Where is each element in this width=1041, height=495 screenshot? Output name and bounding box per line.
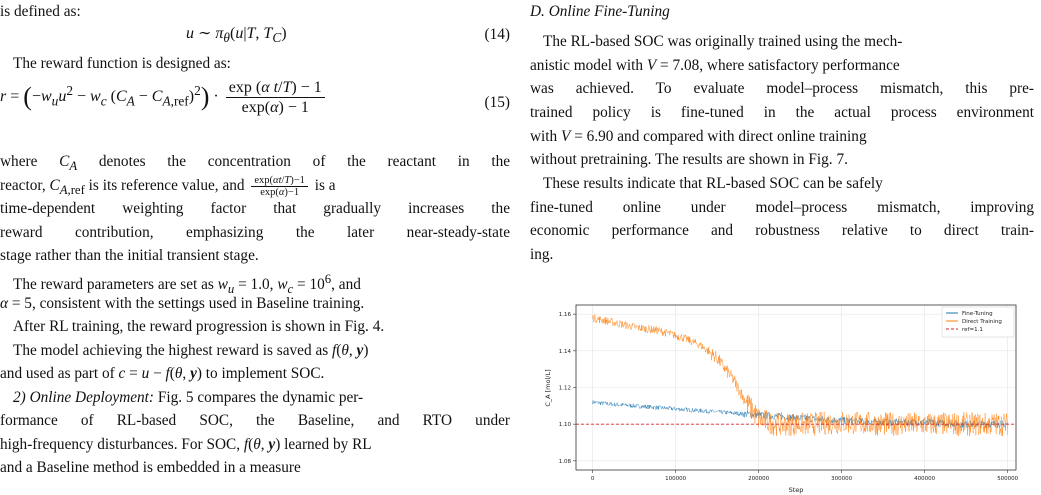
text-line: anistic model with V = 7.08, where satis… bbox=[530, 57, 900, 74]
text-line: α = 5, consistent with the settings used… bbox=[0, 295, 365, 312]
x-tick-label: 400000 bbox=[914, 476, 935, 482]
text-line: fine-tuned online under model–process mi… bbox=[530, 199, 1034, 216]
text-line: The model achieving the highest reward i… bbox=[13, 342, 369, 359]
chart-ticks: 0 100000 200000 300000 400000 500000 1.08 1.10 1… bbox=[559, 312, 1019, 482]
text-line: without pretraining. The results are sho… bbox=[530, 151, 848, 168]
text-line: The reward function is designed as: bbox=[13, 55, 231, 72]
text-line: and used as part of c = u − f(θ, y) to i… bbox=[0, 365, 325, 382]
text-line: The RL-based SOC was originally trained … bbox=[543, 33, 903, 50]
y-tick-label: 1.16 bbox=[559, 312, 572, 318]
y-tick-label: 1.14 bbox=[559, 349, 572, 355]
text-line: These results indicate that RL-based SOC… bbox=[543, 175, 883, 192]
y-tick-label: 1.08 bbox=[559, 459, 572, 465]
equation-number-15: (15) bbox=[484, 94, 511, 111]
chart-legend: Fine-Tuning Direct Training ref=1.1 bbox=[941, 306, 1015, 338]
text-line: and a Baseline method is embedded in a m… bbox=[0, 459, 301, 476]
series-line-fine-tuning bbox=[592, 400, 1008, 429]
equation-15: r = (−wuu2 − wc (CA − CA,ref)2) · exp (α… bbox=[0, 78, 328, 117]
text-line: After RL training, the reward progressio… bbox=[13, 318, 385, 335]
legend-label: ref=1.1 bbox=[962, 327, 983, 333]
subsection-heading: 2) Online Deployment: bbox=[13, 389, 155, 406]
legend-label: Direct Training bbox=[962, 319, 1002, 325]
y-tick-label: 1.10 bbox=[559, 422, 572, 428]
legend-label: Fine-Tuning bbox=[962, 311, 993, 317]
equation-number-14: (14) bbox=[484, 26, 511, 43]
text-line: stage rather than the initial transient … bbox=[0, 247, 259, 264]
text-line: reactor, CA,ref is its reference value, … bbox=[0, 174, 336, 198]
figure-7-chart: 0 100000 200000 300000 400000 500000 1.08 1.10 1… bbox=[536, 295, 1036, 495]
chart-series bbox=[576, 314, 1016, 437]
text-line: time-dependent weighting factor that gra… bbox=[0, 200, 510, 217]
text-line: formance of RL-based SOC, the Baseline, … bbox=[0, 412, 510, 429]
text-line: economic performance and robustness rela… bbox=[530, 222, 1034, 239]
text-line: 2) Online Deployment: Fig. 5 compares th… bbox=[13, 389, 364, 406]
text-line: was achieved. To evaluate model–process … bbox=[530, 80, 1034, 97]
x-tick-label: 200000 bbox=[748, 476, 769, 482]
x-tick-label: 300000 bbox=[831, 476, 852, 482]
equation-14: u ∼ πθ(u|T, TC) bbox=[186, 25, 287, 46]
text-line: trained policy is fine-tuned in the actu… bbox=[530, 104, 1034, 121]
text-line: with V = 6.90 and compared with direct o… bbox=[530, 128, 867, 145]
text-line: high-frequency disturbances. For SOC, f(… bbox=[0, 436, 372, 453]
x-tick-label: 0 bbox=[591, 476, 595, 482]
text-line: ing. bbox=[530, 246, 554, 263]
y-axis-label: C_A [mol/L] bbox=[544, 369, 552, 406]
text-line: The reward parameters are set as wu = 1.… bbox=[13, 272, 361, 297]
legend-box bbox=[941, 306, 1015, 338]
text-line: is defined as: bbox=[0, 3, 81, 20]
section-heading: D. Online Fine-Tuning bbox=[530, 3, 670, 20]
line-chart: 0 100000 200000 300000 400000 500000 1.08 1.10 1… bbox=[544, 304, 1019, 494]
text-line: reward contribution, emphasizing the lat… bbox=[0, 224, 510, 241]
x-tick-label: 100000 bbox=[665, 476, 686, 482]
x-axis-label: Step bbox=[789, 486, 804, 494]
y-tick-label: 1.12 bbox=[559, 386, 571, 392]
x-tick-label: 500000 bbox=[997, 476, 1018, 482]
text-line: where CA denotes the concentration of th… bbox=[0, 153, 511, 174]
